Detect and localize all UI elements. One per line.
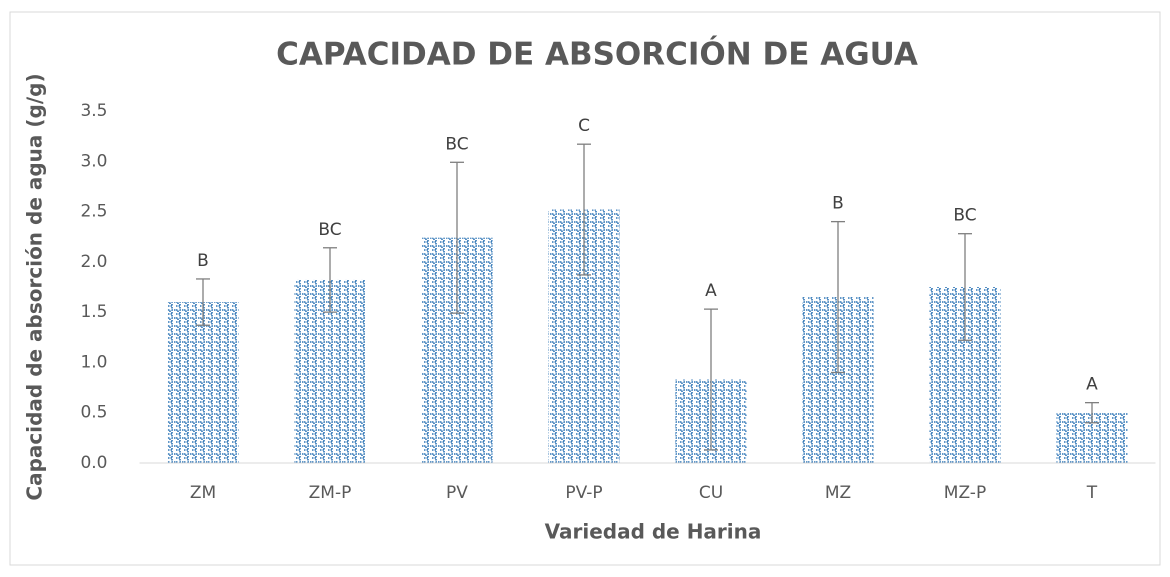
- annotation: C: [578, 116, 590, 136]
- x-tick-label: PV: [446, 483, 468, 503]
- y-axis-title: Capacidad de absorción de agua (g/g): [23, 73, 47, 500]
- x-tick-label: T: [1086, 483, 1098, 503]
- x-tick-label: PV-P: [565, 483, 602, 503]
- x-tick-label: ZM: [190, 483, 216, 503]
- annotation: B: [197, 251, 209, 271]
- x-tick-label: CU: [699, 483, 723, 503]
- x-tick-label: MZ-P: [944, 483, 986, 503]
- y-tick-label: 2.5: [80, 202, 107, 222]
- annotation: BC: [318, 220, 341, 240]
- y-tick-label: 1.0: [80, 352, 107, 372]
- y-tick-label: 3.0: [80, 151, 107, 171]
- y-tick-label: 3.5: [80, 101, 107, 121]
- y-tick-label: 0.0: [80, 453, 107, 473]
- annotation: BC: [445, 134, 468, 154]
- annotation: A: [705, 281, 717, 301]
- x-tick-label: ZM-P: [309, 483, 352, 503]
- y-tick-label: 1.5: [80, 302, 107, 322]
- y-tick-label: 0.5: [80, 403, 107, 423]
- annotation: BC: [953, 206, 976, 226]
- y-tick-label: 2.0: [80, 252, 107, 272]
- x-axis-title: Variedad de Harina: [545, 520, 762, 544]
- chart-title: CAPACIDAD DE ABSORCIÓN DE AGUA: [276, 36, 918, 73]
- x-tick-label: MZ: [825, 483, 851, 503]
- annotation: B: [832, 194, 844, 214]
- annotation: A: [1086, 375, 1098, 395]
- bar: [167, 302, 239, 463]
